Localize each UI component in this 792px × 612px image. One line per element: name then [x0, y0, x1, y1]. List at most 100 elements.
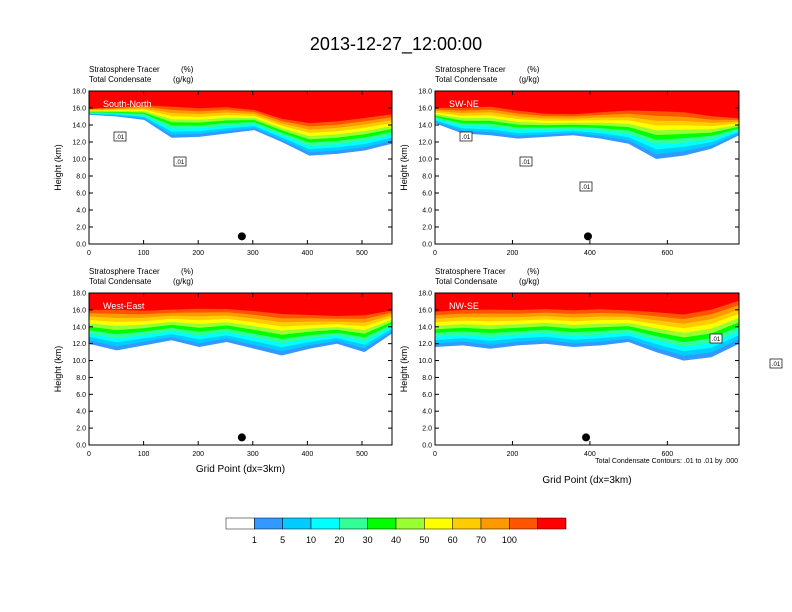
x-tick-label: 200 — [507, 451, 519, 458]
colorbar-label: 10 — [306, 535, 316, 545]
subtitle-left-units: (%) — [527, 267, 540, 276]
colorbar-label: 60 — [448, 535, 458, 545]
colorbar-swatch — [225, 517, 255, 530]
y-tick-label: 0.0 — [76, 443, 86, 450]
colorbar-swatch — [367, 517, 397, 530]
y-tick-label: 18.0 — [418, 89, 432, 96]
x-axis-label: Grid Point (dx=3km) — [542, 475, 631, 486]
colorbar-label: 20 — [334, 535, 344, 545]
subtitle-line2: Total Condensate — [435, 75, 498, 84]
y-tick-label: 16.0 — [418, 307, 432, 314]
contour-label: .01 — [712, 337, 721, 343]
tracer-top — [89, 91, 392, 120]
y-tick-label: 8.0 — [422, 375, 432, 382]
x-tick-label: 0 — [433, 250, 437, 257]
contour-label: .01 — [522, 160, 531, 166]
x-tick-label: 600 — [662, 250, 674, 257]
y-tick-label: 14.0 — [418, 123, 432, 130]
y-axis-label: Height (km) — [53, 144, 63, 191]
y-tick-label: 18.0 — [72, 89, 86, 96]
colorbar-swatch — [282, 517, 312, 530]
tracer-top — [89, 293, 392, 314]
x-axis-label: Grid Point (dx=3km) — [196, 464, 285, 475]
y-tick-label: 18.0 — [418, 291, 432, 298]
axes-frame — [434, 292, 740, 446]
y-tick-label: 2.0 — [422, 225, 432, 232]
y-tick-label: 6.0 — [76, 191, 86, 198]
y-tick-label: 4.0 — [422, 208, 432, 215]
y-tick-label: 16.0 — [72, 106, 86, 113]
subtitle-left: Stratosphere Tracer — [89, 65, 160, 74]
y-tick-label: 2.0 — [76, 225, 86, 232]
axes-frame — [434, 90, 740, 245]
location-marker — [237, 433, 246, 442]
y-tick-label: 4.0 — [422, 409, 432, 416]
contour-label-box — [579, 181, 593, 192]
colorbar-label: 5 — [280, 535, 285, 545]
y-tick-label: 6.0 — [422, 392, 432, 399]
y-tick-label: 10.0 — [72, 358, 86, 365]
y-tick-label: 0.0 — [422, 242, 432, 249]
colorbar-swatch — [254, 517, 283, 530]
colorbar-label: 40 — [391, 535, 401, 545]
subtitle-left-units: (%) — [527, 65, 540, 74]
panels: Stratosphere Tracer (%) Total Condensate (g… — [53, 65, 783, 486]
x-tick-label: 500 — [356, 451, 368, 458]
y-tick-label: 2.0 — [422, 426, 432, 433]
y-tick-label: 14.0 — [72, 324, 86, 331]
chart-panel: Stratosphere Tracer (%) Total Condensate (g… — [53, 267, 393, 475]
panel-label: South-North — [103, 99, 152, 109]
subtitle-line2-units: (g/kg) — [173, 277, 194, 286]
contour-label-box — [769, 358, 783, 369]
subtitle-left-units: (%) — [181, 267, 194, 276]
colorbar-swatch — [480, 517, 510, 530]
contour-label-box — [709, 333, 723, 344]
data-layer — [435, 91, 739, 159]
y-tick-label: 0.0 — [422, 443, 432, 450]
x-tick-label: 200 — [507, 250, 519, 257]
colorbar-swatch — [509, 517, 538, 530]
contour-label-box — [459, 131, 473, 142]
y-tick-label: 12.0 — [418, 341, 432, 348]
subtitle-left: Stratosphere Tracer — [89, 267, 160, 276]
data-layer — [89, 293, 392, 356]
colorbar-label: 1 — [252, 535, 257, 545]
colorbar-swatch — [310, 517, 340, 530]
y-tick-label: 16.0 — [418, 106, 432, 113]
contour-label: .01 — [462, 135, 471, 141]
x-tick-label: 600 — [662, 451, 674, 458]
y-tick-label: 8.0 — [422, 174, 432, 181]
y-tick-label: 16.0 — [72, 307, 86, 314]
x-tick-label: 300 — [247, 250, 259, 257]
contour-label-box — [173, 156, 187, 167]
colorbar-swatch — [339, 517, 368, 530]
contour-note: Total Condensate Contours: .01 to .01 by… — [595, 458, 738, 465]
figure-title: 2013-12-27_12:00:00 — [310, 34, 482, 55]
subtitle-left: Stratosphere Tracer — [435, 65, 506, 74]
colorbar-label: 100 — [502, 535, 517, 545]
y-tick-label: 18.0 — [72, 291, 86, 298]
subtitle-line2: Total Condensate — [89, 75, 152, 84]
subtitle-line2: Total Condensate — [435, 277, 498, 286]
data-layer — [89, 91, 392, 156]
colorbar: 1 5 10 20 30 40 50 60 70 100 — [225, 517, 567, 545]
x-tick-label: 100 — [138, 451, 150, 458]
panel-label: West-East — [103, 301, 145, 311]
x-tick-label: 400 — [584, 250, 596, 257]
colorbar-label: 70 — [476, 535, 486, 545]
colorbar-label: 30 — [363, 535, 373, 545]
y-tick-label: 6.0 — [76, 392, 86, 399]
x-tick-label: 200 — [192, 451, 204, 458]
x-tick-label: 0 — [87, 250, 91, 257]
x-tick-label: 0 — [87, 451, 91, 458]
x-tick-label: 300 — [247, 451, 259, 458]
x-tick-label: 200 — [192, 250, 204, 257]
chart-panel: Stratosphere Tracer (%) Total Condensate (g… — [399, 267, 783, 486]
x-tick-label: 400 — [302, 250, 314, 257]
x-tick-label: 500 — [356, 250, 368, 257]
colorbar-swatch — [537, 517, 567, 530]
contour-label: .01 — [116, 135, 125, 141]
contour-label-box — [519, 156, 533, 167]
colorbar-swatch — [424, 517, 453, 530]
